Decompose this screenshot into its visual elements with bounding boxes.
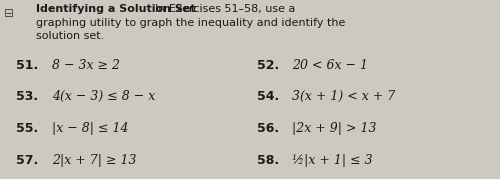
Text: ½|x + 1| ≤ 3: ½|x + 1| ≤ 3 [292,154,373,167]
Text: 8 − 3x ≥ 2: 8 − 3x ≥ 2 [52,59,120,72]
Text: ½x + 1| ≤ 3: ½x + 1| ≤ 3 [0,178,1,179]
Text: 52.: 52. [258,59,280,72]
Text: 58.: 58. [258,154,280,167]
Text: In Exercises 51–58, use a
graphing utility to graph the inequality and identify : In Exercises 51–58, use a graphing utili… [36,4,346,41]
Text: 53.: 53. [16,90,38,103]
Text: Identifying a Solution Set: Identifying a Solution Set [36,4,196,14]
Text: ⊟: ⊟ [4,7,14,20]
Text: 4(x − 3) ≤ 8 − x: 4(x − 3) ≤ 8 − x [52,90,156,103]
Text: 2|x + 7| ≥ 13: 2|x + 7| ≥ 13 [52,154,137,167]
Text: 57.: 57. [16,154,38,167]
Text: 56.: 56. [258,122,280,135]
Text: |2x + 9| > 13: |2x + 9| > 13 [292,122,377,135]
Text: 55.: 55. [16,122,38,135]
Text: 54.: 54. [258,90,280,103]
Text: |x − 8| ≤ 14: |x − 8| ≤ 14 [52,122,129,135]
Text: 20 < 6x − 1: 20 < 6x − 1 [292,59,368,72]
Text: 51.: 51. [16,59,38,72]
Text: 3(x + 1) < x + 7: 3(x + 1) < x + 7 [292,90,396,103]
